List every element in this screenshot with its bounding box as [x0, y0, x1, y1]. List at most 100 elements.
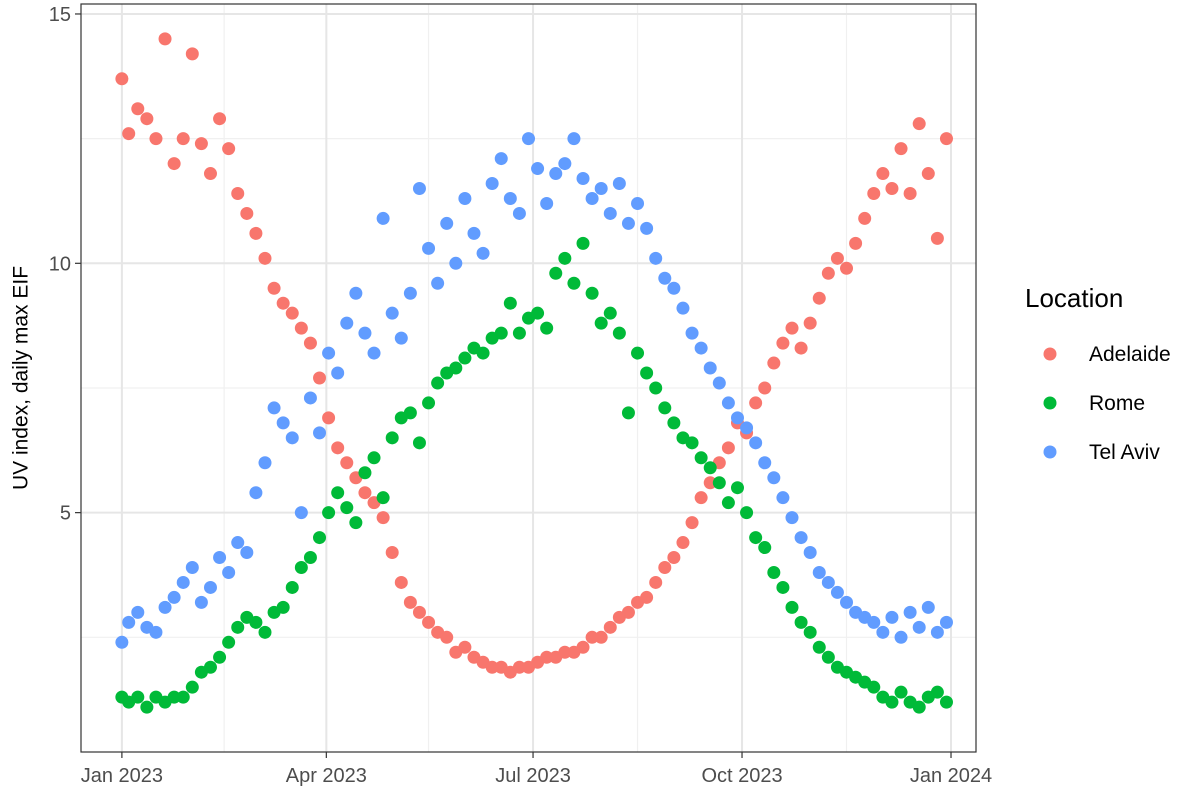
- data-point-rome: [185, 680, 199, 694]
- data-point-tel-aviv: [313, 426, 327, 440]
- data-point-adelaide: [322, 411, 336, 425]
- data-point-tel-aviv: [194, 595, 208, 609]
- data-point-tel-aviv: [176, 575, 190, 589]
- data-point-adelaide: [794, 341, 808, 355]
- data-point-tel-aviv: [785, 511, 799, 525]
- data-point-rome: [276, 600, 290, 614]
- x-tick-label: Jan 2023: [81, 765, 163, 787]
- data-point-adelaide: [403, 595, 417, 609]
- data-point-rome: [821, 650, 835, 664]
- data-point-tel-aviv: [912, 620, 926, 634]
- data-point-rome: [458, 351, 472, 365]
- data-point-adelaide: [131, 102, 145, 116]
- axes: Jan 2023 Apr 2023 Jul 2023 Oct 2023 Jan 2024…: [49, 4, 992, 787]
- data-point-tel-aviv: [131, 605, 145, 619]
- data-point-tel-aviv: [522, 132, 535, 146]
- data-point-tel-aviv: [840, 595, 854, 609]
- data-points: [115, 32, 953, 714]
- data-point-tel-aviv: [531, 162, 545, 176]
- data-point-adelaide: [385, 546, 399, 560]
- data-point-adelaide: [422, 615, 436, 629]
- data-point-adelaide: [540, 650, 554, 664]
- data-point-tel-aviv: [503, 191, 517, 205]
- data-point-adelaide: [785, 321, 799, 335]
- legend-label-adelaide: Adelaide: [1089, 343, 1171, 366]
- data-point-adelaide: [331, 441, 345, 455]
- data-point-tel-aviv: [122, 615, 136, 629]
- data-point-adelaide: [167, 157, 181, 171]
- legend: Location Adelaide Rome Tel Aviv: [1025, 283, 1171, 464]
- data-point-adelaide: [149, 132, 163, 146]
- data-point-adelaide: [249, 226, 263, 240]
- data-point-adelaide: [676, 536, 690, 550]
- data-point-rome: [512, 326, 526, 340]
- data-point-adelaide: [203, 167, 217, 181]
- data-point-adelaide: [376, 511, 390, 525]
- data-point-tel-aviv: [676, 301, 690, 315]
- data-point-tel-aviv: [558, 157, 572, 171]
- data-point-tel-aviv: [903, 605, 917, 619]
- data-point-tel-aviv: [412, 182, 426, 196]
- data-point-rome: [549, 266, 563, 280]
- grid-lines: [81, 4, 976, 752]
- data-point-adelaide: [767, 356, 781, 370]
- y-tick-label: 15: [49, 4, 71, 26]
- x-tick-label: Jul 2023: [495, 765, 571, 787]
- data-point-rome: [930, 685, 944, 699]
- data-point-tel-aviv: [758, 456, 772, 470]
- data-point-adelaide: [176, 132, 190, 146]
- data-point-tel-aviv: [276, 416, 290, 430]
- data-point-tel-aviv: [767, 471, 781, 485]
- data-point-tel-aviv: [685, 326, 699, 340]
- data-point-adelaide: [903, 186, 917, 200]
- data-point-rome: [649, 381, 663, 395]
- data-point-adelaide: [803, 316, 817, 330]
- data-point-tel-aviv: [576, 172, 590, 186]
- data-point-rome: [812, 640, 826, 654]
- data-point-adelaide: [394, 575, 408, 589]
- data-point-adelaide: [158, 32, 172, 46]
- data-point-adelaide: [658, 560, 672, 574]
- data-point-adelaide: [749, 396, 763, 410]
- data-point-tel-aviv: [494, 152, 508, 166]
- data-point-rome: [376, 491, 390, 505]
- data-point-tel-aviv: [640, 221, 654, 235]
- data-point-adelaide: [930, 231, 944, 245]
- data-point-rome: [222, 635, 236, 649]
- data-point-rome: [422, 396, 436, 410]
- data-point-rome: [912, 700, 926, 714]
- data-point-tel-aviv: [385, 306, 399, 320]
- data-point-adelaide: [821, 266, 835, 280]
- data-point-adelaide: [921, 167, 935, 181]
- data-point-tel-aviv: [658, 271, 672, 285]
- data-point-rome: [358, 466, 372, 480]
- data-point-tel-aviv: [149, 625, 163, 639]
- data-point-adelaide: [140, 112, 154, 126]
- data-point-adelaide: [840, 261, 854, 275]
- data-point-tel-aviv: [431, 276, 445, 290]
- data-point-rome: [730, 481, 744, 495]
- data-point-rome: [367, 451, 381, 465]
- data-point-rome: [303, 551, 317, 565]
- data-point-rome: [794, 615, 808, 629]
- data-point-adelaide: [313, 371, 327, 385]
- x-tick-label: Apr 2023: [286, 765, 367, 787]
- data-point-tel-aviv: [930, 625, 944, 639]
- data-point-tel-aviv: [349, 286, 363, 300]
- data-point-tel-aviv: [422, 241, 436, 255]
- data-point-adelaide: [185, 47, 199, 61]
- data-point-tel-aviv: [376, 211, 390, 225]
- data-point-tel-aviv: [549, 167, 563, 181]
- y-tick-label: 10: [49, 253, 71, 275]
- data-point-adelaide: [885, 182, 899, 196]
- data-point-adelaide: [412, 605, 426, 619]
- data-point-adelaide: [558, 645, 572, 659]
- data-point-tel-aviv: [803, 546, 817, 560]
- data-point-tel-aviv: [367, 346, 381, 360]
- data-point-tel-aviv: [467, 226, 481, 240]
- data-point-adelaide: [912, 117, 926, 131]
- data-point-rome: [621, 406, 635, 420]
- data-point-tel-aviv: [258, 456, 272, 470]
- data-point-tel-aviv: [776, 491, 790, 505]
